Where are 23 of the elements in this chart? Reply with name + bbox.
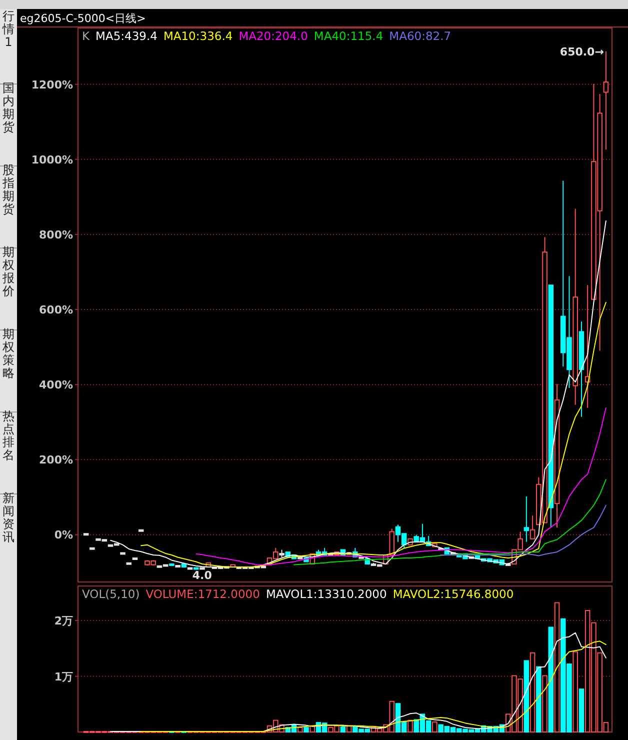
y-tick-label: 1200% [31,78,73,92]
text: MA5:439.4 [96,29,158,43]
y-tick-label: 200% [39,454,73,467]
annotation: 4.0 [192,569,212,582]
y-tick-label: 2万 [54,614,73,628]
y-tick-label: 1000% [31,153,73,166]
text: MAVOL1:13310.2000 [266,587,387,601]
sidebar: 行情1 国内期货 股指期货 期权报价 期权策略 热点排名 新闻资讯 [0,9,18,544]
y-tick-label: 600% [39,304,73,317]
y-tick-label: 400% [39,378,73,392]
y-tick-label: 800% [39,228,73,242]
legend-title: VOL(5,10) [82,587,140,601]
text: MA40:115.4 [314,29,384,43]
chart-title: eg2605-C-5000<日线> [20,12,146,25]
y-tick-label: 1万 [54,670,73,684]
y-tick-label: 0% [54,528,73,542]
annotation: 650.0→ [560,45,604,58]
text: MA20:204.0 [238,29,308,43]
text: VOLUME:1712.0000 [146,587,260,601]
text: MA10:336.4 [163,29,233,43]
text: MA60:82.7 [389,29,452,43]
text: MAVOL2:15746.8000 [392,587,514,601]
legend-title: K [82,29,90,43]
